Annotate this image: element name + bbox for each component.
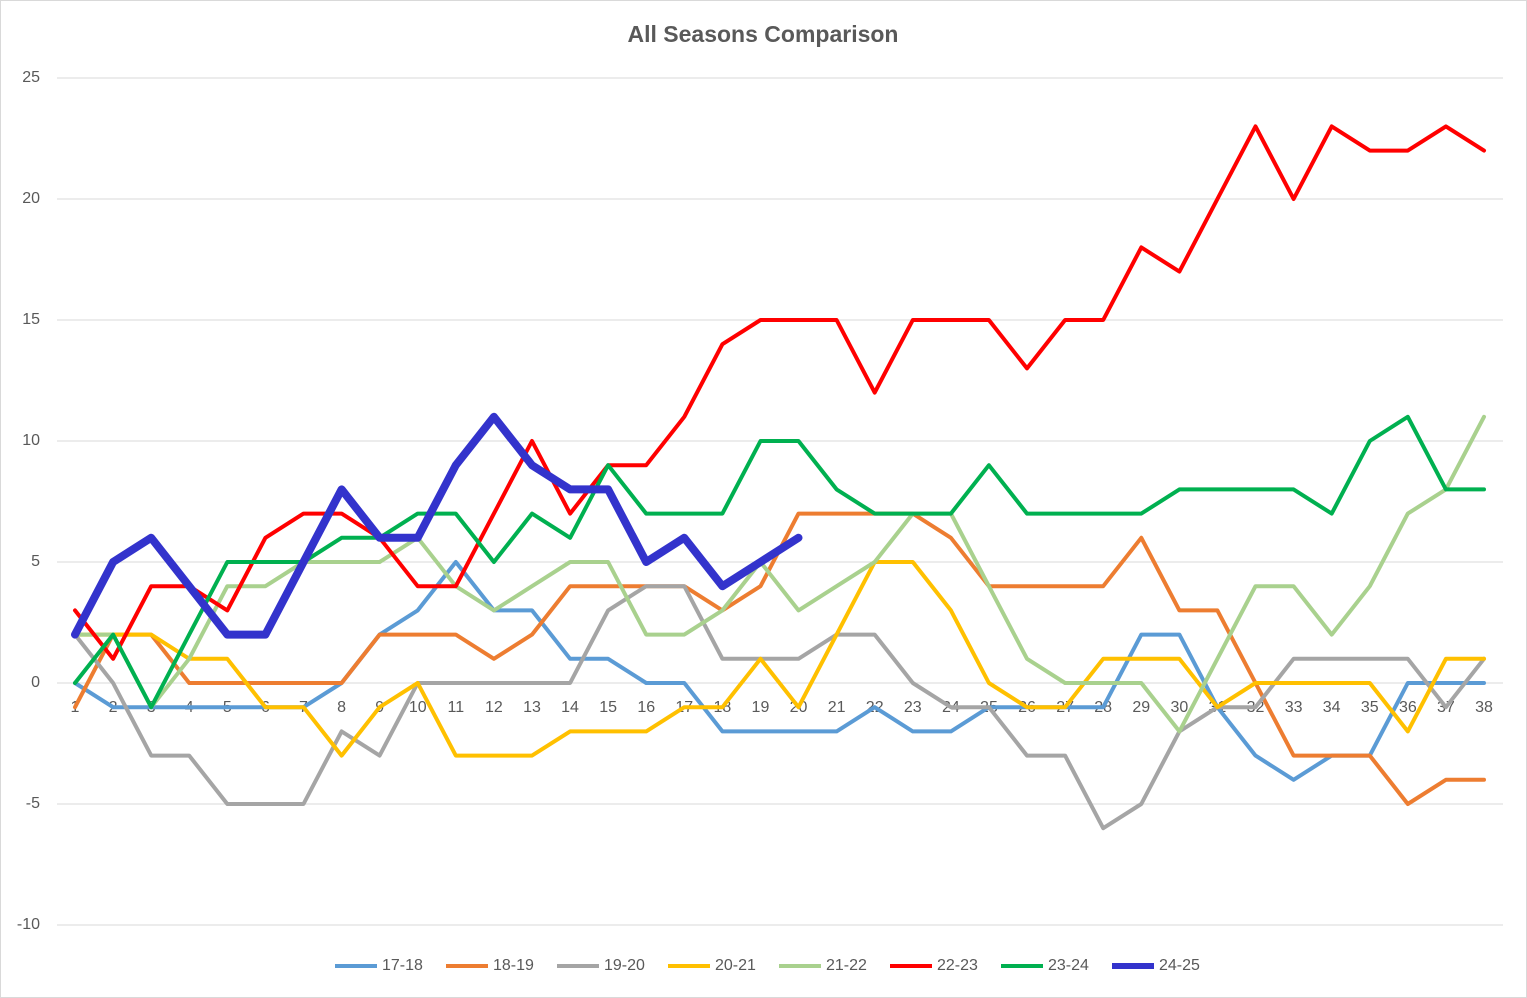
x-tick-label: 11 <box>448 699 465 716</box>
legend-label: 19-20 <box>604 957 645 974</box>
series-line <box>73 414 1486 734</box>
x-tick-label: 38 <box>1475 699 1493 716</box>
x-tick-label: 15 <box>599 699 617 716</box>
series-line <box>73 560 1486 758</box>
x-tick-label: 29 <box>1132 699 1150 716</box>
y-tick-label: 10 <box>22 432 40 449</box>
y-tick-label: -5 <box>26 795 40 812</box>
x-tick-label: 34 <box>1323 699 1341 716</box>
x-tick-label: 23 <box>904 699 922 716</box>
legend-label: 23-24 <box>1048 957 1089 974</box>
x-tick-label: 13 <box>523 699 541 716</box>
legend-label: 22-23 <box>937 957 978 974</box>
legend-label: 17-18 <box>382 957 423 974</box>
y-tick-label: 25 <box>22 69 40 86</box>
legend-label: 18-19 <box>493 957 534 974</box>
series-line <box>73 124 1486 661</box>
series-line <box>71 412 803 639</box>
x-tick-label: 8 <box>337 699 346 716</box>
x-tick-label: 14 <box>561 699 579 716</box>
legend-label: 21-22 <box>826 957 867 974</box>
x-tick-label: 35 <box>1361 699 1379 716</box>
x-tick-label: 10 <box>409 699 427 716</box>
y-tick-label: 5 <box>31 553 40 570</box>
legend-label: 20-21 <box>715 957 756 974</box>
legend-label: 24-25 <box>1159 957 1200 974</box>
x-tick-label: 19 <box>752 699 770 716</box>
x-tick-label: 16 <box>637 699 655 716</box>
x-tick-label: 30 <box>1170 699 1188 716</box>
y-tick-label: 20 <box>22 190 40 207</box>
x-tick-label: 36 <box>1399 699 1417 716</box>
y-tick-label: 15 <box>22 311 40 328</box>
series-line <box>73 560 1486 782</box>
y-tick-label: 0 <box>31 674 40 691</box>
x-tick-label: 12 <box>485 699 503 716</box>
y-tick-label: -10 <box>17 916 40 933</box>
series-line <box>73 584 1486 831</box>
x-tick-label: 33 <box>1285 699 1303 716</box>
chart-title: All Seasons Comparison <box>628 21 899 47</box>
x-tick-label: 21 <box>828 699 846 716</box>
